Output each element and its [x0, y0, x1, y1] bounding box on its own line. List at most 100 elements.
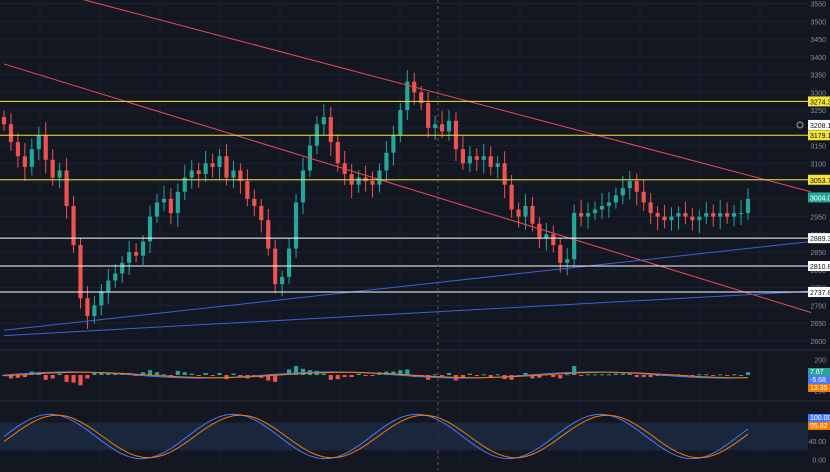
candle	[537, 223, 542, 238]
candle	[210, 163, 215, 167]
macd-bar	[85, 375, 90, 379]
macd-bar	[286, 369, 292, 375]
macd-bar	[509, 375, 514, 380]
candle	[419, 92, 424, 103]
macd-bar	[113, 373, 118, 375]
stoch-k-line	[3, 413, 749, 460]
candle	[426, 102, 431, 128]
candle	[300, 170, 306, 203]
candle	[620, 188, 625, 196]
candle	[175, 191, 180, 214]
candle	[474, 156, 479, 160]
macd-bar	[634, 375, 639, 378]
price-marker	[796, 121, 804, 129]
candle	[704, 213, 709, 217]
macd-bar	[732, 374, 737, 376]
y-tick-label: 2600	[810, 339, 826, 346]
candle	[558, 245, 563, 263]
candle	[245, 181, 250, 199]
candle	[579, 213, 584, 217]
macd-bar	[592, 374, 598, 376]
y-tick-label: 2950	[810, 215, 826, 222]
candle	[439, 124, 445, 132]
y-tick-label: 2800	[810, 268, 826, 275]
candle	[599, 205, 605, 210]
stoch-d-line	[3, 414, 749, 459]
level-label: 3179.17	[810, 133, 830, 140]
macd-bar	[92, 372, 97, 375]
macd-value-box	[808, 376, 830, 384]
y-tick-label: 2700	[810, 303, 826, 310]
candle	[516, 209, 521, 217]
candle	[683, 213, 688, 217]
y-tick-label: 3350	[810, 73, 826, 80]
macd-bar	[711, 375, 716, 376]
trendline	[3, 240, 812, 331]
macd-bar	[349, 375, 354, 378]
candle	[321, 117, 326, 125]
candle	[231, 170, 236, 178]
candle	[711, 213, 716, 217]
candle	[391, 134, 396, 153]
macd-bar	[71, 375, 76, 383]
y-tick-label: 3150	[810, 144, 826, 151]
macd-bar	[210, 375, 215, 376]
candle	[370, 181, 375, 185]
macd-bar	[606, 374, 612, 376]
macd-bar	[321, 373, 326, 375]
y-tick-label: 40.00	[808, 439, 826, 446]
macd-bar	[147, 370, 153, 375]
candle	[140, 241, 146, 256]
y-tick-label: 2650	[810, 321, 826, 328]
candle	[8, 124, 14, 143]
macd-bar	[161, 374, 167, 376]
candle	[377, 170, 382, 185]
macd-bar	[22, 375, 27, 378]
macd-value-label: -5.68	[810, 377, 826, 384]
candle	[384, 152, 389, 171]
macd-bar	[530, 375, 535, 379]
candle	[509, 184, 514, 210]
macd-bar	[433, 374, 438, 376]
macd-bar	[460, 375, 466, 378]
macd-value-box	[808, 384, 830, 392]
candle	[585, 213, 591, 217]
macd-bar	[328, 375, 333, 380]
macd-bar	[537, 375, 542, 378]
candle	[134, 252, 139, 256]
level-label-box	[808, 174, 830, 185]
candle	[433, 124, 438, 128]
macd-bar	[745, 372, 751, 375]
candle	[189, 170, 194, 178]
candle	[405, 81, 410, 111]
macd-bar	[495, 374, 500, 376]
macd-bar	[335, 375, 340, 380]
candle	[57, 170, 62, 178]
y-tick-label: 3450	[810, 37, 826, 44]
y-tick-label: 3250	[810, 108, 826, 115]
macd-bar	[585, 374, 591, 376]
candle	[266, 220, 271, 249]
y-tick-label: 3400	[810, 55, 826, 62]
y-tick-label: 3500	[810, 19, 826, 26]
candle	[745, 198, 751, 214]
candle	[648, 202, 653, 214]
macd-bar	[481, 374, 486, 376]
macd-bar	[64, 375, 69, 382]
candle	[495, 163, 500, 167]
macd-bar	[266, 375, 271, 381]
macd-bar	[725, 375, 730, 376]
candle	[147, 216, 153, 242]
y-tick-label: 3100	[810, 161, 826, 168]
trendline	[82, 0, 812, 193]
candle	[113, 273, 118, 281]
candle	[718, 213, 723, 217]
candle	[544, 234, 549, 238]
macd-bar	[488, 375, 493, 378]
candle	[92, 305, 97, 317]
candle	[523, 205, 528, 217]
stoch-band	[0, 422, 808, 451]
level-label-box	[808, 261, 830, 272]
candle	[481, 156, 486, 160]
